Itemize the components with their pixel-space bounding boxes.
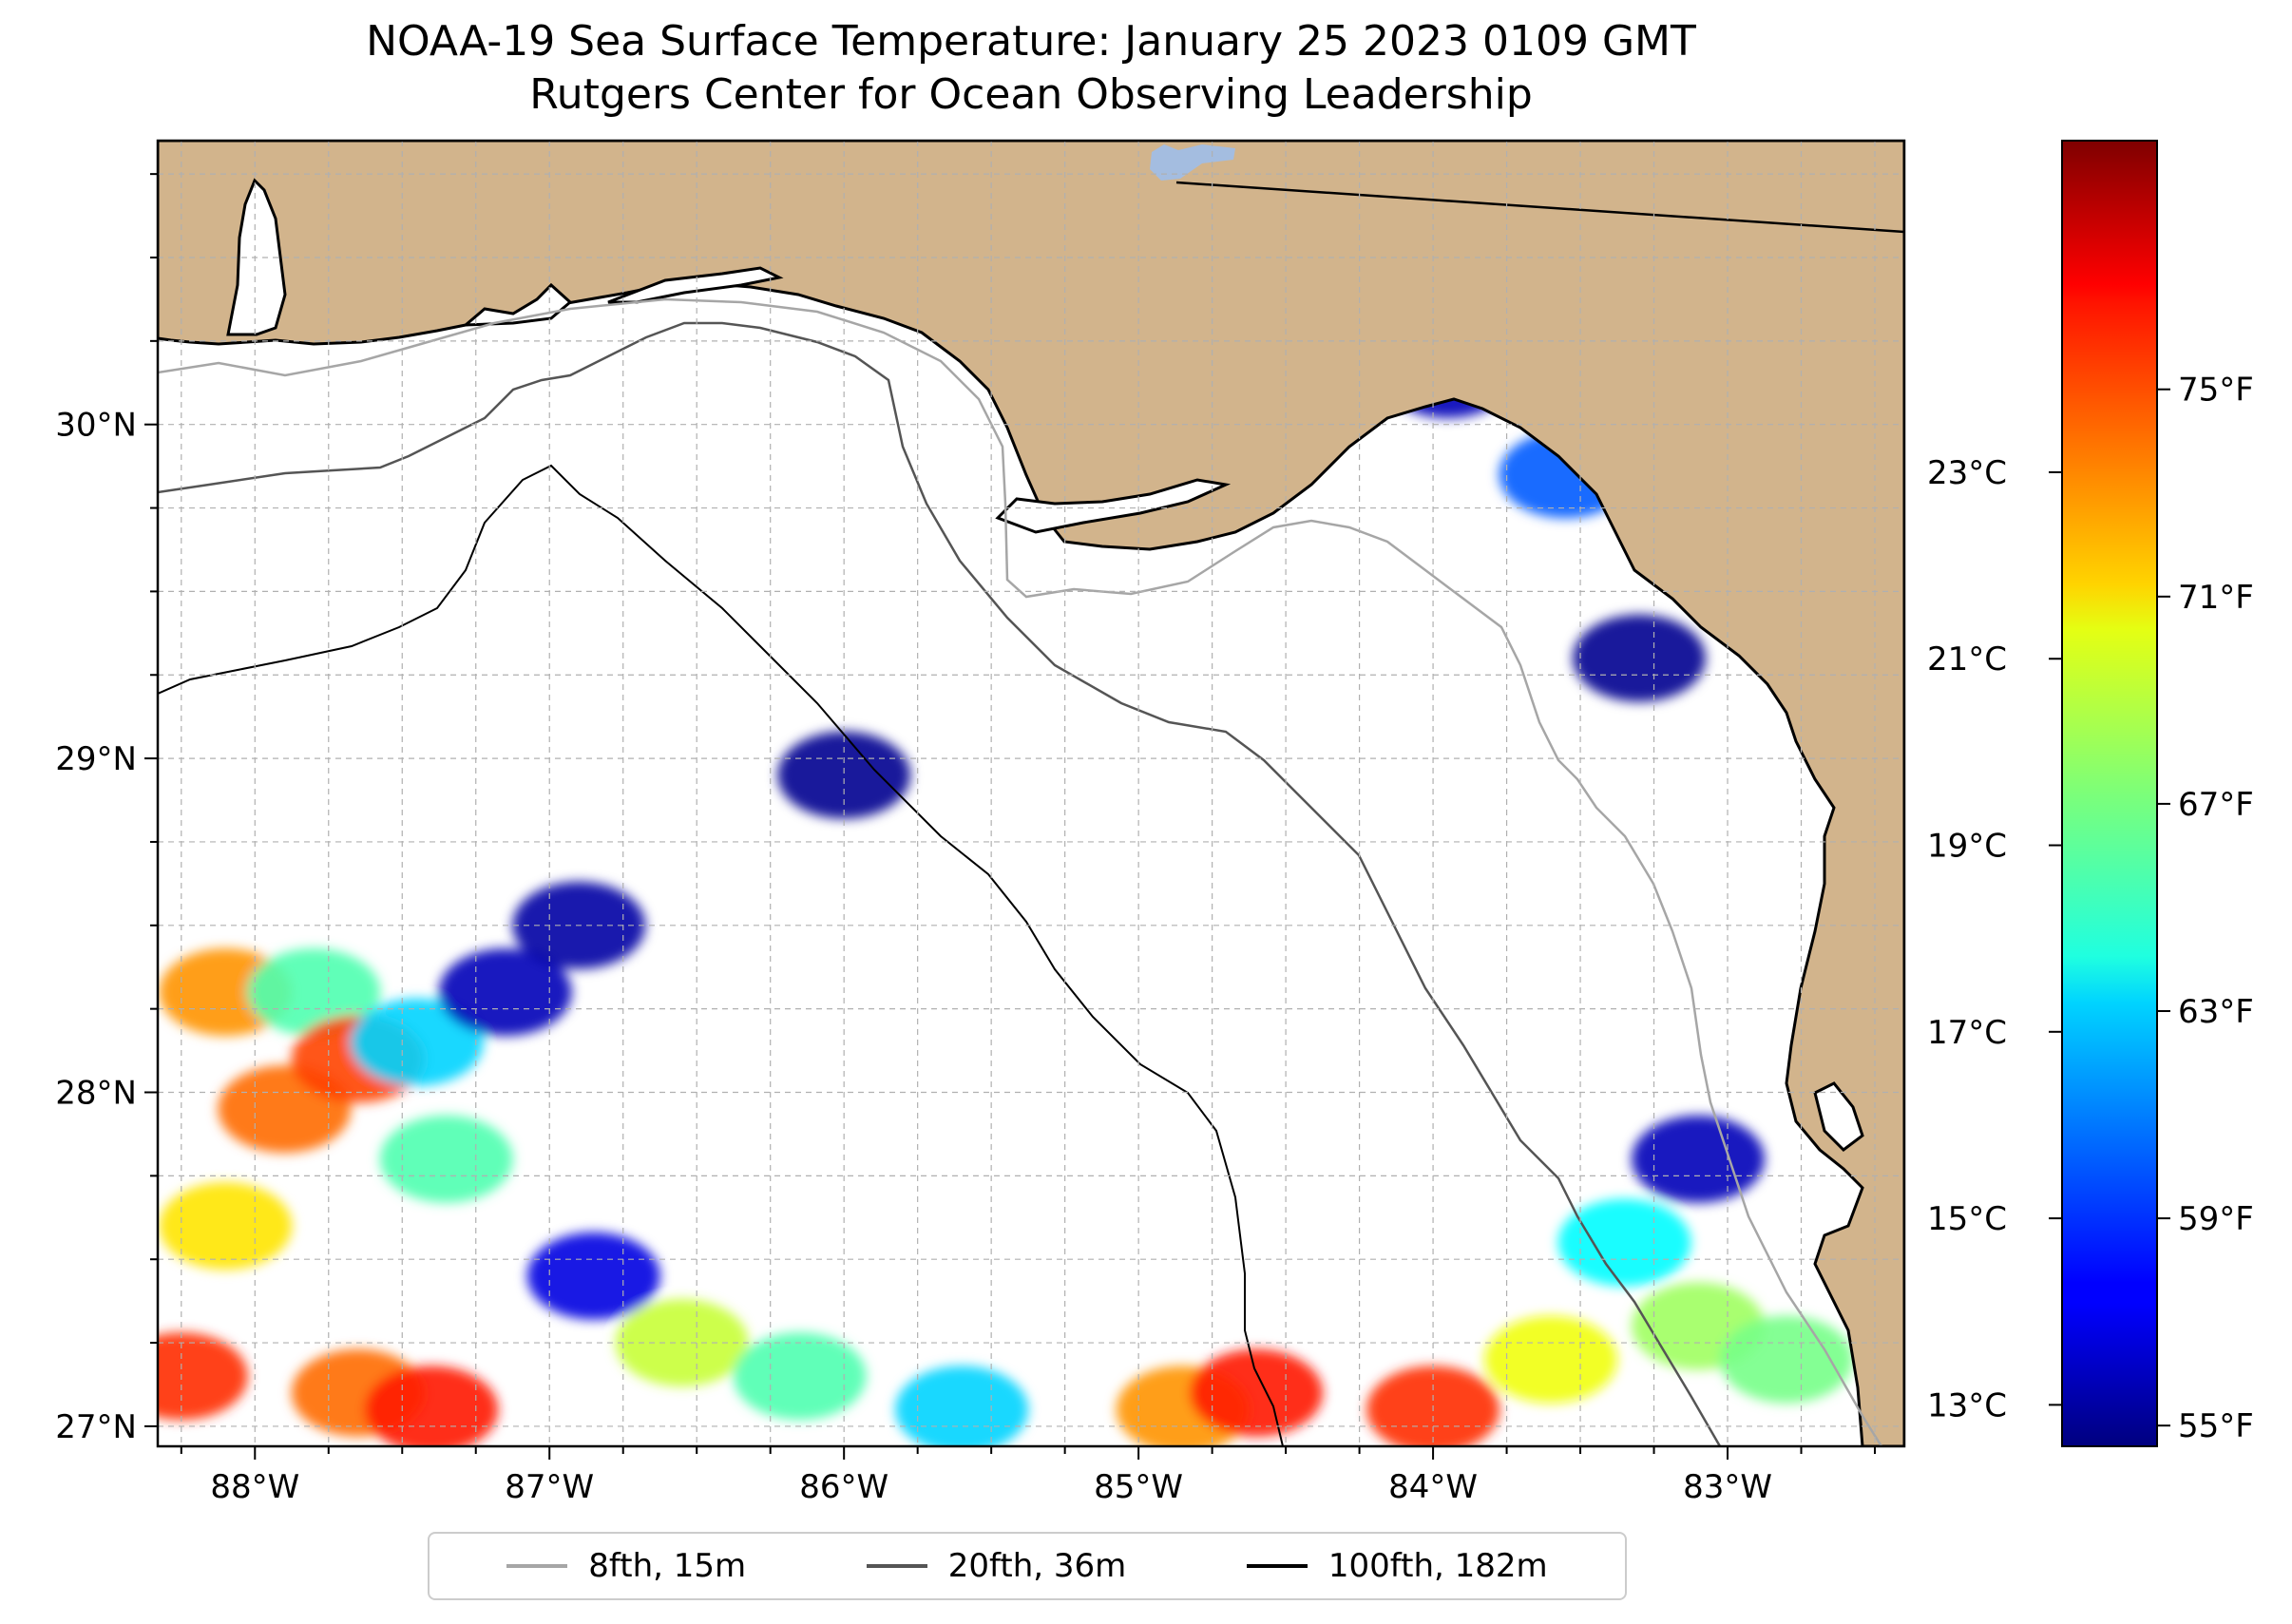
lon-tick-label: 87°W [505,1468,594,1506]
contour-legend: 8fth, 15m 20fth, 36m 100fth, 182m [428,1532,1627,1600]
sst-patch [365,1366,499,1446]
contour-8fth [158,297,1883,1446]
latitude-axis: 27°N 28°N 29°N 30°N [55,173,158,1446]
legend-swatch-100fth [1246,1564,1308,1568]
sst-patch [379,1115,513,1203]
sst-patch [777,731,911,819]
choctawhatchee-bay [607,266,784,304]
sst-patch [1190,1348,1324,1437]
cbar-c-label: 15°C [1927,1200,2007,1238]
colorbar [2061,140,2158,1447]
pensacola-bay [461,282,573,327]
contour-20fth [158,321,1722,1446]
cbar-c-label: 21°C [1927,640,2007,678]
lat-tick-label: 28°N [55,1075,137,1113]
state-border [1175,181,1904,234]
cbar-c-label: 19°C [1927,828,2007,866]
lon-tick-label: 85°W [1094,1468,1183,1506]
sst-patch [1484,1315,1618,1404]
graticule [158,141,1904,1446]
cbar-f-label: 59°F [2178,1200,2254,1238]
tampa-bay [1813,1081,1864,1152]
legend-swatch-20fth [866,1564,927,1568]
lon-tick-label: 83°W [1683,1468,1772,1506]
lake [1150,144,1235,181]
cbar-f-label: 67°F [2178,786,2254,824]
lat-tick-label: 27°N [55,1408,137,1446]
lon-tick-label: 86°W [799,1468,888,1506]
legend-item-100fth: 100fth, 182m [1246,1547,1548,1585]
legend-item-8fth: 8fth, 15m [506,1547,746,1585]
sst-patch [438,948,572,1037]
sst-patch [159,1182,293,1271]
sst-patch [247,948,381,1037]
cbar-f-label: 75°F [2178,372,2254,410]
map-title-line2: Rutgers Center for Ocean Observing Leade… [529,70,1533,119]
cbar-c-label: 13°C [1927,1386,2007,1424]
sst-patch [733,1332,867,1421]
sst-patch [1557,1198,1691,1287]
lon-tick-label: 84°W [1388,1468,1478,1506]
lat-tick-label: 29°N [55,740,137,778]
sst-patch [526,1232,660,1320]
map-frame [156,139,1906,1448]
cbar-c-label: 23°C [1927,454,2007,492]
legend-label-100fth: 100fth, 182m [1327,1547,1548,1585]
colorbar-celsius-axis: 13°C 15°C 17°C 19°C 21°C 23°C [1927,454,2062,1424]
longitude-axis: 88°W 87°W 86°W 85°W 84°W 83°W [180,1446,1877,1506]
cbar-f-label: 55°F [2178,1407,2254,1445]
sst-patch [1720,1315,1854,1404]
lon-tick-label: 88°W [210,1468,299,1506]
sst-patch [1573,614,1707,702]
cbar-f-label: 63°F [2178,993,2254,1031]
apalachicola-bay [995,478,1232,534]
lat-tick-label: 30°N [55,407,137,445]
legend-label-8fth: 8fth, 15m [588,1547,747,1585]
cbar-f-label: 71°F [2178,579,2254,617]
sst-patch [895,1366,1029,1446]
legend-swatch-8fth [506,1564,568,1568]
map-title-line1: NOAA-19 Sea Surface Temperature: January… [366,17,1696,66]
sst-patch [1632,1115,1766,1203]
sst-patch [158,1332,248,1421]
cbar-c-label: 17°C [1927,1014,2007,1052]
legend-item-20fth: 20fth, 36m [866,1547,1127,1585]
legend-label-20fth: 20fth, 36m [947,1547,1127,1585]
colorbar-fahrenheit-axis: 55°F 59°F 63°F 67°F 71°F 75°F [2157,372,2254,1445]
sst-patch [350,998,484,1086]
